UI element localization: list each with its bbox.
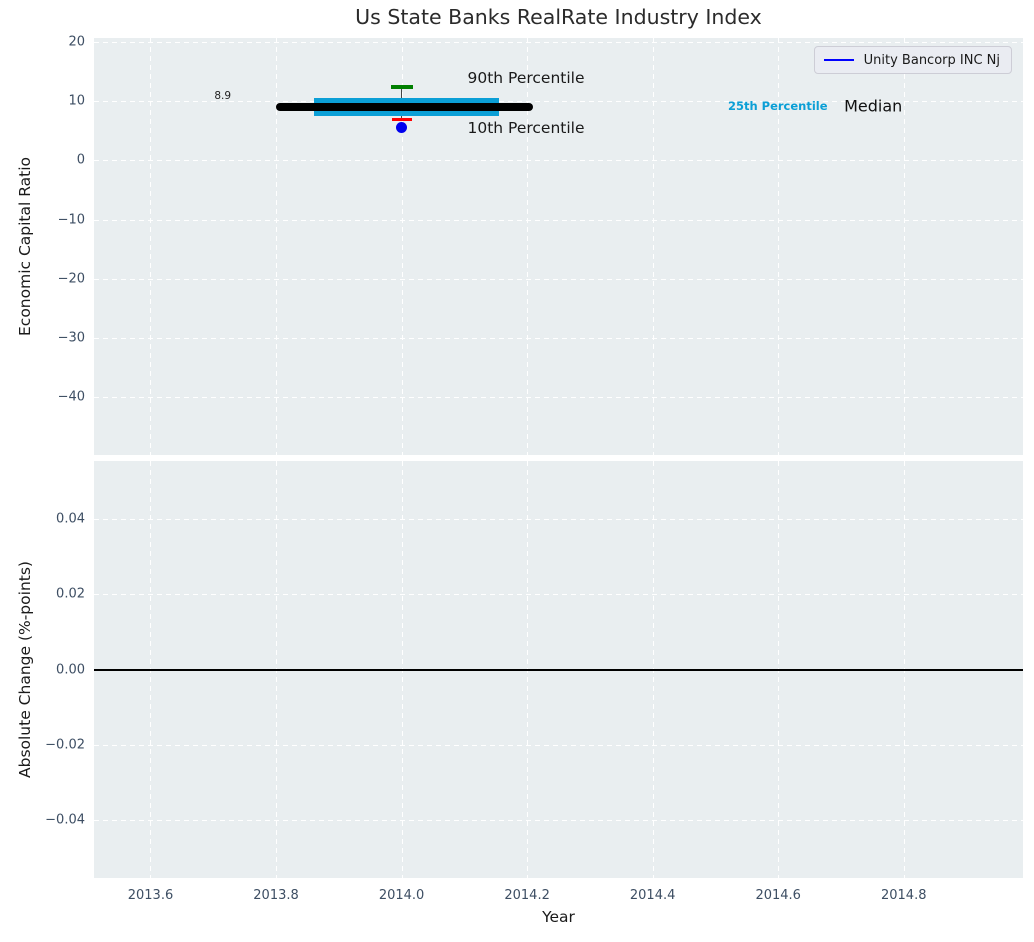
legend: Unity Bancorp INC Nj (813, 46, 1012, 74)
y-tick-label: −30 (57, 330, 85, 346)
bottom-panel (94, 461, 1023, 878)
median-line (276, 103, 534, 112)
company-dot (396, 122, 408, 134)
y-tick-label: 0.04 (56, 511, 85, 527)
x-tick-label: 2014.6 (755, 888, 801, 903)
annotation-8-9: 8.9 (214, 90, 232, 103)
y-tick-label: −10 (57, 212, 85, 227)
y-tick-label: 0.00 (56, 662, 85, 677)
y-tick-label: −0.02 (45, 737, 85, 753)
h-gridline (94, 219, 1023, 221)
y-tick-label: −20 (57, 271, 85, 287)
h-gridline (94, 519, 1023, 521)
chart-title: Us State Banks RealRate Industry Index (355, 5, 762, 29)
h-gridline (94, 100, 1023, 102)
top-panel: 90th Percentile 10th Percentile 25th Perce… (94, 38, 1023, 455)
annotation-25th-percentile: 25th Percentile (727, 99, 828, 114)
v-gridline (652, 38, 654, 455)
y-tick-label: −0.04 (45, 812, 85, 828)
h-gridline (94, 397, 1023, 399)
v-gridline (401, 38, 403, 455)
v-gridline (903, 38, 905, 455)
v-gridline (527, 38, 529, 455)
legend-label: Unity Bancorp INC Nj (863, 52, 1000, 68)
x-tick-label: 2013.6 (127, 888, 174, 903)
h-gridline (94, 278, 1023, 280)
x-tick-label: 2014.0 (378, 888, 425, 903)
y-tick-label: −40 (57, 389, 85, 405)
x-tick-label: 2014.8 (880, 888, 927, 903)
p90-cap (390, 85, 413, 89)
p10-cap (391, 117, 412, 121)
v-gridline (778, 38, 780, 455)
h-gridline (94, 41, 1023, 43)
y-tick-label: 0 (76, 152, 85, 168)
h-gridline (94, 819, 1023, 821)
x-tick-label: 2013.8 (253, 888, 299, 903)
x-tick-label: 2014.4 (629, 888, 676, 903)
y-tick-label: 0.02 (56, 586, 85, 602)
x-tick-label: 2014.2 (504, 888, 550, 903)
x-axis-label: Year (542, 908, 575, 926)
annotation-90th-percentile: 90th Percentile (467, 69, 585, 88)
h-gridline (94, 744, 1023, 746)
y-tick-label: 10 (68, 93, 85, 109)
v-gridline (276, 38, 278, 455)
h-gridline (94, 160, 1023, 162)
h-gridline (94, 594, 1023, 596)
annotation-median: Median (844, 96, 903, 116)
zero-line (94, 668, 1023, 671)
annotation-10th-percentile: 10th Percentile (467, 119, 585, 138)
legend-line-swatch (823, 59, 854, 61)
h-gridline (94, 338, 1023, 340)
y-tick-label: 20 (68, 34, 85, 50)
v-gridline (150, 38, 152, 455)
